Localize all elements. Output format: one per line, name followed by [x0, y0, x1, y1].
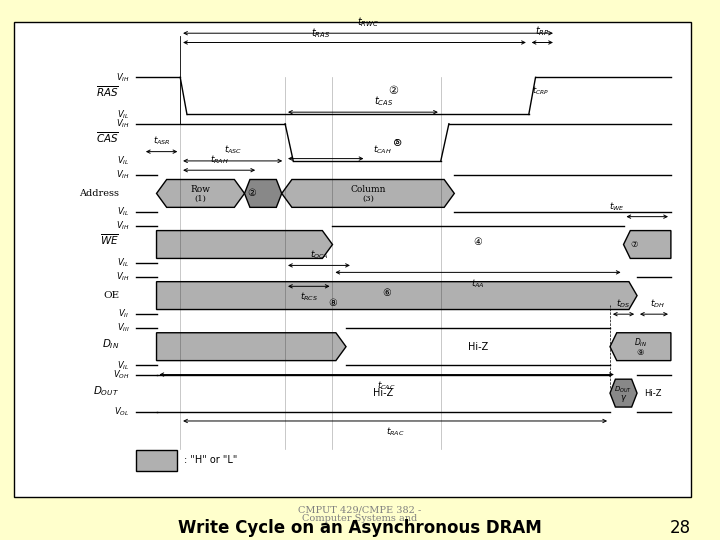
Text: $\overline{WE}$: $\overline{WE}$: [101, 233, 120, 247]
Text: $t_{AA}$: $t_{AA}$: [471, 277, 485, 289]
Text: OE: OE: [103, 291, 120, 300]
Text: Computer Systems and: Computer Systems and: [302, 514, 418, 523]
Text: $t_{OCA}$: $t_{OCA}$: [310, 248, 328, 261]
Text: (3): (3): [362, 195, 374, 203]
Text: $D_{IN}$: $D_{IN}$: [634, 337, 647, 349]
Text: $t_{CRP}$: $t_{CRP}$: [532, 84, 549, 97]
Text: $t_{RAS}$: $t_{RAS}$: [311, 26, 330, 40]
Text: $V_{IL}$: $V_{IL}$: [117, 108, 130, 121]
Polygon shape: [136, 450, 177, 471]
Text: $t_{DS}$: $t_{DS}$: [616, 297, 631, 309]
Text: $V_{IH}$: $V_{IH}$: [116, 71, 130, 84]
Text: ②: ②: [388, 86, 398, 96]
Polygon shape: [610, 379, 637, 407]
Text: $t_{RWC}$: $t_{RWC}$: [357, 15, 379, 29]
Polygon shape: [282, 179, 454, 207]
Text: $D_{OUT}$: $D_{OUT}$: [614, 384, 633, 395]
Polygon shape: [610, 333, 671, 361]
Text: $V_{III}$: $V_{III}$: [117, 322, 130, 334]
Text: Row: Row: [191, 185, 210, 194]
Text: $V_{IL}$: $V_{IL}$: [117, 154, 130, 167]
Text: ④: ④: [474, 237, 482, 247]
Text: Hi-Z: Hi-Z: [468, 342, 488, 352]
Text: $V_{OH}$: $V_{OH}$: [113, 368, 130, 381]
Text: ②: ②: [247, 188, 256, 198]
Text: ⑨: ⑨: [636, 348, 644, 357]
Text: $V_{IL}$: $V_{IL}$: [117, 257, 130, 269]
Text: $t_{RCS}$: $t_{RCS}$: [300, 291, 318, 303]
Text: Hi-Z: Hi-Z: [644, 389, 662, 397]
Text: $t_{CAH}$: $t_{CAH}$: [373, 144, 392, 156]
Polygon shape: [156, 179, 245, 207]
Text: $V_{IH}$: $V_{IH}$: [116, 118, 130, 130]
Text: $\overline{CAS}$: $\overline{CAS}$: [96, 130, 120, 145]
Text: $t_{RP}$: $t_{RP}$: [535, 24, 549, 38]
Text: $t_{RAH}$: $t_{RAH}$: [210, 153, 228, 166]
Text: CMPUT 429/CMPE 382 -: CMPUT 429/CMPE 382 -: [298, 506, 422, 515]
Text: $t_{ASR}$: $t_{ASR}$: [153, 134, 171, 147]
Text: 28: 28: [670, 519, 691, 537]
Polygon shape: [156, 231, 333, 259]
Text: $t_{CAS}$: $t_{CAS}$: [374, 94, 393, 107]
Text: $t_{WE}$: $t_{WE}$: [609, 200, 625, 213]
Text: $V_{IH}$: $V_{IH}$: [116, 271, 130, 284]
Polygon shape: [245, 179, 282, 207]
Text: $t_{ASC}$: $t_{ASC}$: [223, 144, 242, 156]
Text: $V_{IL}$: $V_{IL}$: [117, 206, 130, 218]
Text: Write Cycle on an Asynchronous DRAM: Write Cycle on an Asynchronous DRAM: [178, 519, 542, 537]
Text: (1): (1): [194, 195, 207, 203]
Text: ⑦: ⑦: [630, 240, 637, 249]
Text: $t_{DH}$: $t_{DH}$: [650, 297, 665, 309]
Text: $t_{RAC}$: $t_{RAC}$: [386, 426, 405, 438]
Text: $D_{OUT}$: $D_{OUT}$: [94, 384, 120, 397]
Text: ⑧: ⑧: [328, 298, 337, 308]
Text: Hi-Z: Hi-Z: [373, 388, 393, 398]
Polygon shape: [156, 333, 346, 361]
Text: $\gamma$: $\gamma$: [620, 393, 627, 404]
Text: 5: 5: [395, 139, 399, 145]
Text: $V_{IH}$: $V_{IH}$: [116, 168, 130, 181]
Text: $D_{IN}$: $D_{IN}$: [102, 338, 120, 351]
Text: $t_{CAC}$: $t_{CAC}$: [377, 379, 396, 392]
Text: $V_{OL}$: $V_{OL}$: [114, 406, 130, 418]
Polygon shape: [156, 282, 637, 309]
Text: $V_{IH}$: $V_{IH}$: [116, 220, 130, 232]
Text: $\overline{RAS}$: $\overline{RAS}$: [96, 84, 120, 99]
Text: $V_{IL}$: $V_{IL}$: [117, 359, 130, 372]
Polygon shape: [624, 231, 671, 259]
Text: $\circledcirc$: $\circledcirc$: [392, 137, 402, 148]
Text: Address: Address: [79, 189, 120, 198]
Text: : "H" or "L": : "H" or "L": [184, 455, 237, 465]
Text: ⑥: ⑥: [382, 288, 391, 298]
Text: $V_{II}$: $V_{II}$: [118, 308, 130, 320]
Text: Column: Column: [350, 185, 386, 194]
